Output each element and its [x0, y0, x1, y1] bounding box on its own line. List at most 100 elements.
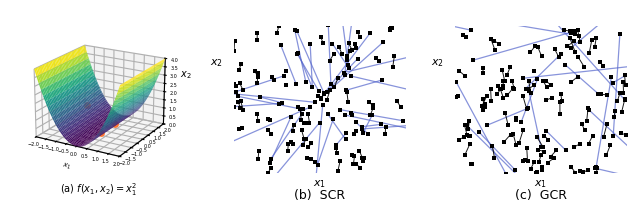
Point [610, 110, 620, 113]
Point [333, 45, 344, 49]
Point [596, 93, 606, 96]
Point [570, 50, 580, 53]
Point [582, 119, 592, 122]
Point [563, 44, 573, 48]
Point [522, 107, 532, 110]
Point [410, 128, 420, 132]
Point [566, 80, 576, 84]
Point [557, 99, 567, 102]
Point [464, 134, 474, 138]
Text: $x_2$: $x_2$ [431, 57, 444, 68]
Point [281, 69, 291, 73]
Point [293, 51, 303, 54]
Point [337, 17, 347, 20]
Point [543, 161, 553, 164]
Point [509, 88, 520, 91]
Point [591, 165, 601, 169]
Point [363, 132, 373, 136]
Point [230, 39, 240, 43]
Point [529, 69, 540, 73]
Point [591, 37, 601, 40]
Point [387, 27, 397, 30]
Point [340, 138, 351, 141]
Point [220, 143, 230, 146]
Point [546, 83, 556, 87]
Point [380, 133, 390, 136]
Point [551, 149, 561, 152]
Point [502, 93, 513, 97]
Point [505, 65, 515, 68]
Point [536, 55, 547, 58]
Point [316, 36, 326, 39]
Point [314, 121, 324, 124]
Point [282, 83, 292, 87]
Point [480, 102, 490, 105]
Point [234, 128, 244, 131]
Point [347, 48, 357, 52]
Point [353, 30, 363, 34]
Point [465, 142, 475, 146]
Point [536, 165, 547, 169]
Point [327, 42, 337, 45]
Point [273, 102, 284, 105]
Point [277, 101, 287, 105]
Point [518, 128, 528, 132]
Point [349, 154, 360, 158]
Point [538, 145, 548, 148]
Point [566, 165, 577, 169]
Point [598, 64, 608, 68]
Point [518, 76, 528, 80]
Point [313, 94, 323, 98]
Point [575, 40, 585, 43]
Point [330, 146, 340, 149]
Point [511, 118, 522, 121]
Point [555, 100, 565, 104]
Point [283, 142, 293, 146]
Point [518, 94, 528, 98]
Point [575, 142, 586, 145]
Point [319, 92, 329, 96]
Point [523, 106, 533, 110]
Point [536, 146, 546, 149]
Point [510, 168, 520, 172]
Point [329, 52, 339, 55]
Point [406, 55, 417, 58]
Point [495, 87, 506, 91]
Point [465, 119, 475, 122]
Point [560, 63, 570, 67]
Point [569, 30, 579, 33]
Point [368, 107, 378, 110]
Point [612, 100, 623, 103]
Point [627, 65, 637, 68]
Point [356, 125, 367, 129]
Point [312, 163, 323, 166]
Point [575, 170, 585, 173]
Point [292, 29, 302, 33]
Point [296, 113, 307, 116]
Point [268, 176, 278, 180]
Point [543, 138, 554, 141]
Point [253, 157, 263, 160]
Point [503, 123, 513, 127]
Point [236, 62, 246, 65]
Point [303, 113, 313, 116]
Point [522, 147, 532, 150]
Point [579, 171, 589, 174]
Point [463, 127, 474, 131]
Point [559, 28, 569, 32]
Point [250, 69, 260, 72]
Point [549, 156, 559, 160]
Point [237, 127, 247, 130]
Point [532, 46, 543, 49]
Point [478, 67, 488, 70]
Point [300, 121, 310, 125]
Point [572, 28, 582, 31]
Point [460, 74, 470, 78]
Point [496, 87, 506, 90]
Point [307, 86, 317, 89]
Point [309, 100, 319, 104]
Point [477, 104, 487, 107]
Point [579, 65, 589, 69]
Point [584, 108, 594, 111]
Point [305, 121, 315, 124]
